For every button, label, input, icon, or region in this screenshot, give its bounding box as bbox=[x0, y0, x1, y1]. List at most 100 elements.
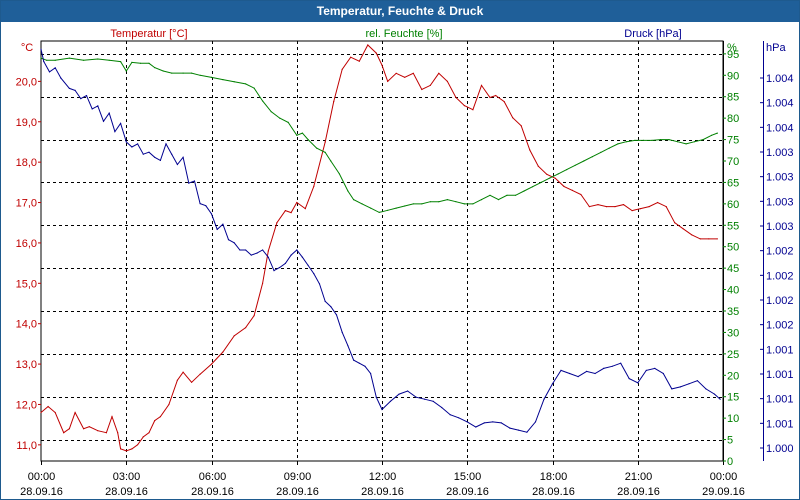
data-point-pressure bbox=[705, 388, 707, 390]
data-point-pressure bbox=[719, 398, 721, 400]
data-point-temperature bbox=[313, 185, 315, 187]
data-point-temperature bbox=[40, 411, 42, 414]
humidity-tick-label: 20 bbox=[727, 370, 739, 382]
data-point-temperature bbox=[137, 444, 139, 446]
pressure-tick-label: 1.000 bbox=[766, 443, 794, 455]
temp-tick-label: 13,0 bbox=[16, 359, 37, 371]
humidity-tick-label: 90 bbox=[727, 70, 739, 82]
data-point-temperature bbox=[381, 64, 383, 66]
series-line-humidity bbox=[40, 57, 718, 213]
x-tick-date: 28.09.16 bbox=[20, 486, 63, 498]
data-point-temperature bbox=[472, 109, 474, 111]
pressure-unit: hPa bbox=[766, 42, 786, 54]
data-point-humidity bbox=[515, 194, 517, 196]
x-tick-date: 28.09.16 bbox=[191, 486, 234, 498]
data-point-pressure bbox=[679, 386, 682, 388]
data-point-temperature bbox=[159, 416, 161, 418]
data-point-pressure bbox=[341, 331, 343, 333]
data-point-humidity bbox=[46, 59, 48, 61]
pressure-tick-label: 1.002 bbox=[766, 320, 794, 332]
data-point-pressure bbox=[250, 254, 252, 256]
data-point-pressure bbox=[102, 120, 105, 122]
data-point-pressure bbox=[120, 122, 122, 124]
data-point-humidity bbox=[279, 117, 281, 119]
data-point-humidity bbox=[659, 139, 662, 141]
pressure-tick-label: 1.003 bbox=[766, 147, 794, 159]
x-tick-date: 28.09.16 bbox=[532, 486, 575, 498]
humidity-tick-label: 25 bbox=[727, 349, 739, 361]
data-point-temperature bbox=[276, 222, 278, 224]
data-point-pressure bbox=[245, 249, 247, 251]
data-point-pressure bbox=[114, 131, 116, 133]
data-point-humidity bbox=[162, 70, 164, 72]
data-point-humidity bbox=[480, 199, 483, 201]
data-point-temperature bbox=[333, 101, 335, 103]
data-point-temperature bbox=[267, 250, 269, 252]
x-tick-date: 28.09.16 bbox=[105, 486, 148, 498]
data-point-humidity bbox=[429, 201, 431, 203]
data-point-humidity bbox=[634, 139, 636, 141]
data-point-pressure bbox=[239, 249, 241, 251]
temp-tick-label: 14,0 bbox=[16, 319, 37, 331]
data-point-pressure bbox=[91, 108, 93, 110]
data-point-temperature bbox=[480, 84, 483, 86]
data-point-humidity bbox=[438, 201, 440, 203]
data-point-temperature bbox=[168, 403, 170, 406]
data-point-temperature bbox=[367, 44, 369, 46]
data-point-pressure bbox=[696, 380, 699, 382]
data-point-humidity bbox=[600, 151, 602, 153]
data-point-humidity bbox=[222, 79, 224, 81]
data-point-pressure bbox=[475, 426, 477, 428]
data-point-humidity bbox=[324, 151, 326, 153]
data-point-temperature bbox=[455, 96, 457, 99]
data-point-pressure bbox=[40, 48, 42, 50]
x-tick-time: 00:00 bbox=[28, 471, 56, 483]
data-point-pressure bbox=[176, 163, 178, 166]
data-point-pressure bbox=[256, 252, 258, 254]
data-point-temperature bbox=[341, 68, 343, 70]
data-point-pressure bbox=[296, 249, 298, 251]
data-point-pressure bbox=[620, 362, 622, 364]
data-point-temperature bbox=[614, 206, 616, 208]
pressure-tick-label: 1.001 bbox=[766, 394, 794, 406]
humidity-tick-label: 80 bbox=[727, 113, 739, 125]
data-point-temperature bbox=[68, 428, 70, 430]
humidity-tick-label: 45 bbox=[727, 263, 739, 275]
x-tick-time: 12:00 bbox=[369, 471, 397, 483]
x-tick-time: 09:00 bbox=[284, 471, 312, 483]
data-point-humidity bbox=[549, 177, 551, 179]
data-point-humidity bbox=[716, 132, 718, 134]
data-point-pressure bbox=[137, 143, 139, 145]
data-point-temperature bbox=[546, 173, 548, 175]
data-point-pressure bbox=[353, 359, 355, 361]
data-point-temperature bbox=[395, 72, 397, 74]
data-point-temperature bbox=[554, 177, 556, 179]
data-point-temperature bbox=[131, 448, 133, 450]
pressure-tick-label: 1.004 bbox=[766, 122, 794, 134]
data-point-pressure bbox=[68, 87, 70, 89]
data-point-humidity bbox=[668, 139, 670, 141]
data-point-pressure bbox=[279, 266, 281, 269]
pressure-tick-label: 1.003 bbox=[766, 196, 794, 208]
data-point-pressure bbox=[284, 262, 286, 264]
data-point-humidity bbox=[330, 160, 332, 162]
x-tick-date: 28.09.16 bbox=[617, 486, 660, 498]
pressure-tick-label: 1.002 bbox=[766, 246, 794, 258]
data-point-pressure bbox=[370, 372, 372, 375]
data-point-temperature bbox=[674, 222, 676, 224]
data-point-humidity bbox=[608, 147, 610, 149]
data-point-humidity bbox=[676, 141, 679, 143]
data-point-temperature bbox=[529, 149, 531, 151]
data-point-pressure bbox=[290, 254, 292, 256]
x-tick-time: 06:00 bbox=[199, 471, 227, 483]
data-point-humidity bbox=[199, 74, 201, 76]
data-point-temperature bbox=[665, 206, 667, 208]
data-point-humidity bbox=[301, 132, 303, 134]
humidity-unit: % bbox=[727, 42, 737, 54]
axis-labels: 00:00 28.09.16 03:00 28.09.16 06:00 28.09.16 0… bbox=[16, 28, 794, 498]
data-point-temperature bbox=[97, 430, 99, 432]
data-point-temperature bbox=[520, 125, 522, 127]
data-point-pressure bbox=[154, 156, 156, 158]
data-point-humidity bbox=[591, 156, 593, 158]
data-point-temperature bbox=[463, 105, 465, 107]
